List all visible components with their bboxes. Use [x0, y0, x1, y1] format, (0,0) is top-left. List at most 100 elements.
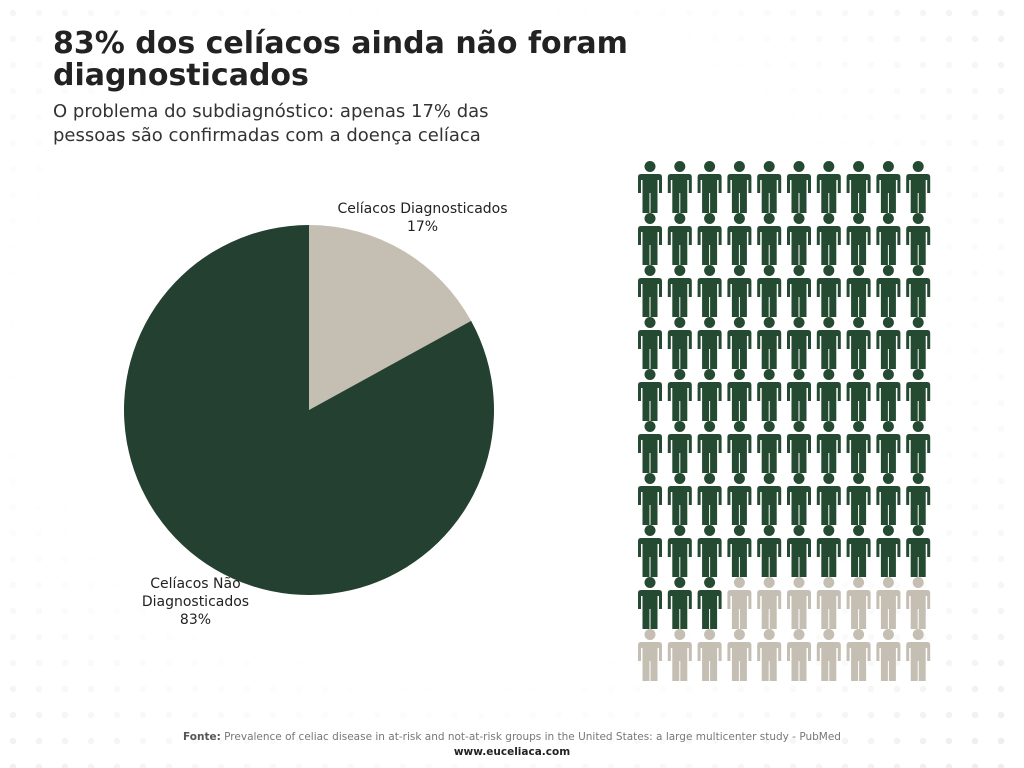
person-head	[912, 525, 924, 536]
person-head	[853, 369, 865, 380]
person-head	[733, 525, 745, 536]
person-body	[697, 226, 722, 265]
person-body	[906, 486, 931, 525]
pie-slice	[309, 225, 472, 410]
person-head	[644, 213, 656, 224]
person-head	[644, 369, 656, 380]
person-body	[787, 434, 811, 473]
person-head	[853, 317, 865, 328]
person-body	[727, 538, 752, 577]
person-head	[823, 577, 835, 588]
person-body	[846, 382, 871, 421]
person-body	[667, 330, 692, 369]
person-head	[793, 213, 805, 224]
person-head	[912, 161, 924, 172]
person-body	[667, 434, 692, 473]
person-body	[697, 486, 722, 525]
person-body	[667, 538, 692, 577]
person-head	[912, 473, 924, 484]
person-body	[757, 434, 782, 473]
person-head	[644, 629, 656, 640]
person-head	[644, 525, 656, 536]
person-head	[882, 577, 894, 588]
website: www.euceliaca.com	[453, 746, 571, 758]
person-body	[697, 382, 722, 421]
person-body	[638, 278, 662, 317]
person-head	[644, 473, 656, 484]
person-body	[787, 330, 811, 369]
person-head	[912, 317, 924, 328]
person-body	[876, 382, 901, 421]
person-body	[638, 434, 662, 473]
slice-name: Celíacos Diagnosticados	[337, 201, 508, 218]
person-head	[823, 629, 835, 640]
person-body	[816, 642, 841, 681]
person-body	[757, 174, 782, 213]
person-body	[846, 434, 871, 473]
person-head	[733, 161, 745, 172]
person-head	[793, 369, 805, 380]
person-body	[906, 278, 931, 317]
person-head	[674, 213, 686, 224]
person-body	[906, 434, 931, 473]
person-head	[674, 369, 686, 380]
person-head	[823, 421, 835, 432]
person-head	[763, 525, 775, 536]
slice-name: Celíacos Não Diagnosticados	[141, 575, 250, 610]
person-head	[853, 629, 865, 640]
person-body	[757, 486, 782, 525]
person-head	[763, 369, 775, 380]
person-head	[882, 213, 894, 224]
person-body	[906, 382, 931, 421]
person-body	[876, 226, 901, 265]
person-head	[882, 369, 894, 380]
person-head	[674, 317, 686, 328]
person-body	[876, 278, 901, 317]
person-head	[763, 213, 775, 224]
person-head	[793, 629, 805, 640]
person-head	[644, 577, 656, 588]
person-body	[727, 434, 752, 473]
person-head	[853, 473, 865, 484]
slice-label: Celíacos Diagnosticados 17%	[333, 200, 513, 236]
person-head	[733, 577, 745, 588]
person-body	[727, 486, 752, 525]
person-body	[906, 330, 931, 369]
person-body	[876, 174, 901, 213]
person-body	[816, 174, 841, 213]
person-body	[876, 486, 901, 525]
person-head	[793, 421, 805, 432]
person-body	[816, 434, 841, 473]
person-head	[912, 629, 924, 640]
person-body	[638, 590, 662, 629]
person-body	[787, 538, 811, 577]
person-head	[793, 317, 805, 328]
source-text: Prevalence of celiac disease in at-risk …	[224, 731, 841, 743]
person-head	[882, 317, 894, 328]
person-body	[816, 330, 841, 369]
person-body	[757, 538, 782, 577]
slice-label: Celíacos Não Diagnosticados 83%	[135, 575, 255, 629]
person-head	[882, 265, 894, 276]
person-head	[823, 213, 835, 224]
person-body	[787, 486, 811, 525]
person-body	[727, 174, 752, 213]
person-head	[674, 629, 686, 640]
person-head	[793, 525, 805, 536]
person-body	[697, 434, 722, 473]
person-body	[816, 278, 841, 317]
person-body	[667, 486, 692, 525]
person-head	[733, 421, 745, 432]
person-body	[727, 590, 752, 629]
person-body	[787, 174, 811, 213]
person-head	[823, 161, 835, 172]
person-head	[793, 161, 805, 172]
person-head	[704, 473, 716, 484]
person-head	[853, 265, 865, 276]
chart-title: 83% dos celíacos ainda não foram diagnos…	[53, 26, 628, 93]
person-body	[757, 278, 782, 317]
person-body	[906, 642, 931, 681]
person-body	[697, 174, 722, 213]
slice-value: 83%	[179, 611, 212, 628]
source: Fonte: Prevalence of celiac disease in a…	[0, 731, 1024, 743]
